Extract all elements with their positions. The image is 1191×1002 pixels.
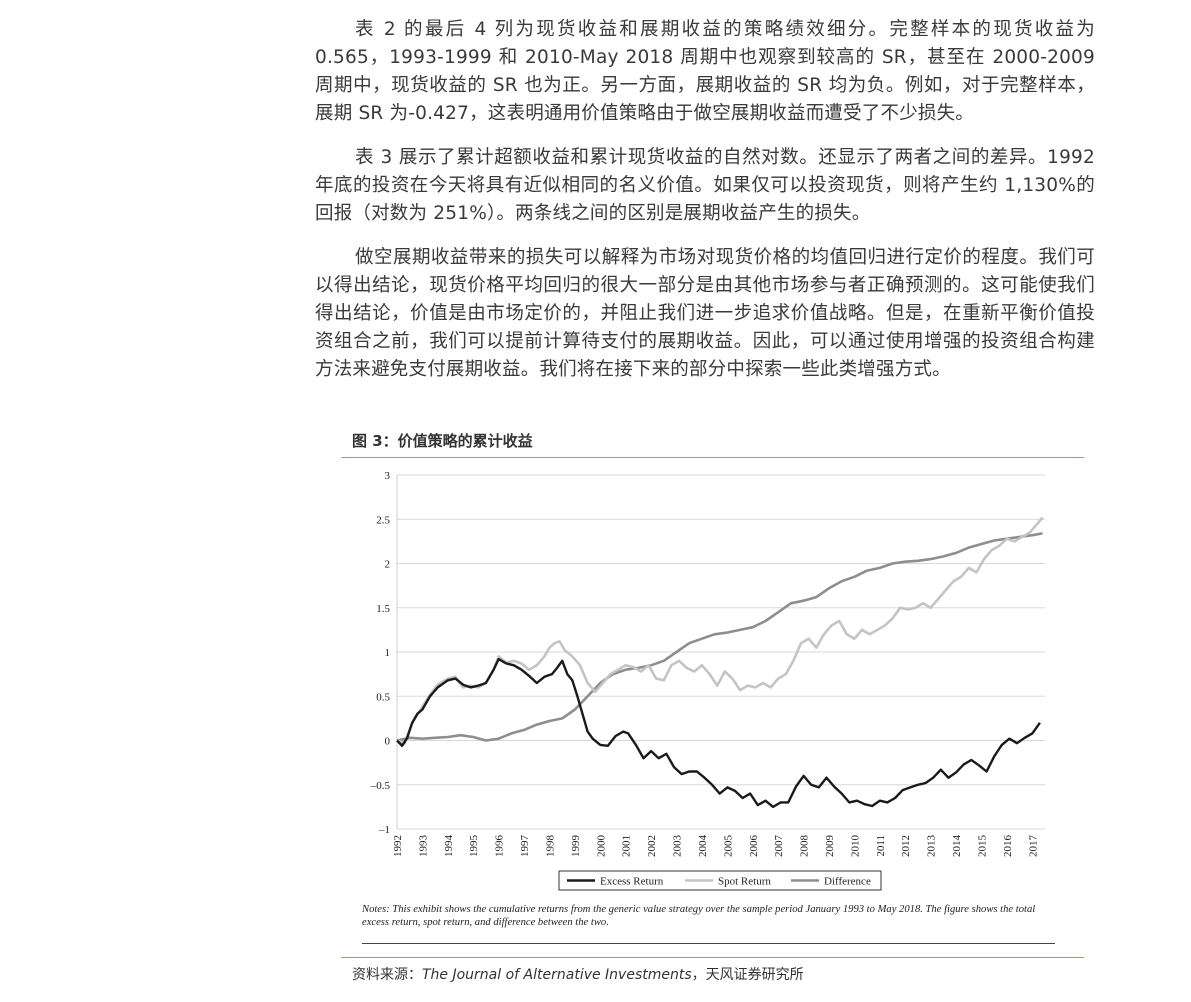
x-tick-label: 1995	[468, 835, 480, 858]
x-tick-label: 2009	[824, 835, 836, 858]
y-tick-label: 2.5	[376, 514, 390, 526]
x-tick-label: 2015	[976, 835, 988, 858]
x-tick-label: 2006	[748, 835, 760, 858]
x-tick-label: 2004	[697, 835, 709, 858]
source-journal: The Journal of Alternative Investments	[422, 967, 692, 983]
series-line-difference	[396, 532, 1043, 742]
series-line-spot-return	[396, 516, 1044, 745]
y-tick-label: 3	[385, 470, 391, 482]
paragraph-1: 表 2 的最后 4 列为现货收益和展期收益的策略绩效细分。完整样本的现货收益为 …	[315, 19, 1095, 124]
chart-notes: Notes: This exhibit shows the cumulative…	[362, 904, 1036, 928]
x-tick-label: 1999	[570, 835, 582, 858]
x-tick-label: 2001	[621, 835, 633, 857]
x-tick-label: 1996	[494, 835, 506, 858]
figure-top-rule	[341, 457, 1084, 458]
x-tick-label: 2005	[722, 835, 734, 858]
x-tick-label: 2012	[900, 835, 912, 857]
legend-label: Difference	[824, 876, 871, 888]
x-tick-label: 1994	[443, 835, 455, 858]
chart-legend: Excess Return Spot Return Difference	[558, 870, 882, 891]
x-tick-label: 1998	[544, 835, 556, 858]
x-tick-label: 1992	[392, 835, 404, 857]
x-tick-label: 1997	[519, 835, 531, 858]
figure-bottom-rule	[341, 957, 1084, 958]
x-tick-label: 2017	[1027, 835, 1039, 858]
x-tick-label: 2008	[799, 835, 811, 858]
paragraph-2: 表 3 展示了累计超额收益和累计现货收益的自然对数。还显示了两者之间的差异。19…	[315, 147, 1096, 224]
legend-label: Spot Return	[718, 876, 771, 888]
y-tick-label: 0	[385, 736, 391, 748]
y-tick-label: 0.5	[376, 691, 390, 703]
y-tick-label: 2	[385, 559, 391, 571]
y-tick-label: 1	[385, 647, 391, 659]
notes-divider	[362, 943, 1055, 944]
x-tick-label: 2011	[875, 835, 887, 857]
x-axis-ticks: 1992 1993 1994 1995 1996 1997 1998 1999 2000 2001…	[392, 835, 1039, 858]
cumulative-return-chart: 3 2.5 2 1.5 1 0.5 0 –0.5 –1 1992 1993 1994 1995 1996…	[370, 470, 1045, 891]
x-tick-label: 1993	[417, 835, 429, 858]
x-tick-label: 2013	[926, 835, 938, 858]
y-tick-label: –0.5	[370, 780, 391, 792]
x-tick-label: 2003	[672, 835, 684, 858]
source-prefix: 资料来源：	[352, 967, 422, 983]
series-line-excess-return	[396, 657, 1041, 809]
x-tick-label: 2000	[595, 835, 607, 858]
chart-series	[396, 516, 1044, 809]
y-tick-label: 1.5	[376, 603, 390, 615]
x-tick-label: 2016	[1002, 835, 1014, 858]
y-axis-ticks: 3 2.5 2 1.5 1 0.5 0 –0.5 –1	[370, 470, 391, 836]
source-suffix: ，天风证券研究所	[691, 967, 804, 983]
chart-grid	[396, 474, 1045, 830]
source-line: 资料来源：The Journal of Alternative Investme…	[352, 964, 804, 984]
x-tick-label: 2014	[951, 835, 963, 858]
paragraph-3: 做空展期收益带来的损失可以解释为市场对现货价格的均值回归进行定价的程度。我们可以…	[315, 247, 1095, 380]
legend-box	[558, 870, 882, 891]
legend-label: Excess Return	[600, 876, 664, 888]
x-tick-label: 2007	[773, 835, 785, 858]
x-tick-label: 2010	[849, 835, 861, 858]
x-tick-label: 2002	[646, 835, 658, 857]
y-tick-label: –1	[378, 824, 390, 836]
figure-title: 图 3：价值策略的累计收益	[352, 432, 533, 450]
